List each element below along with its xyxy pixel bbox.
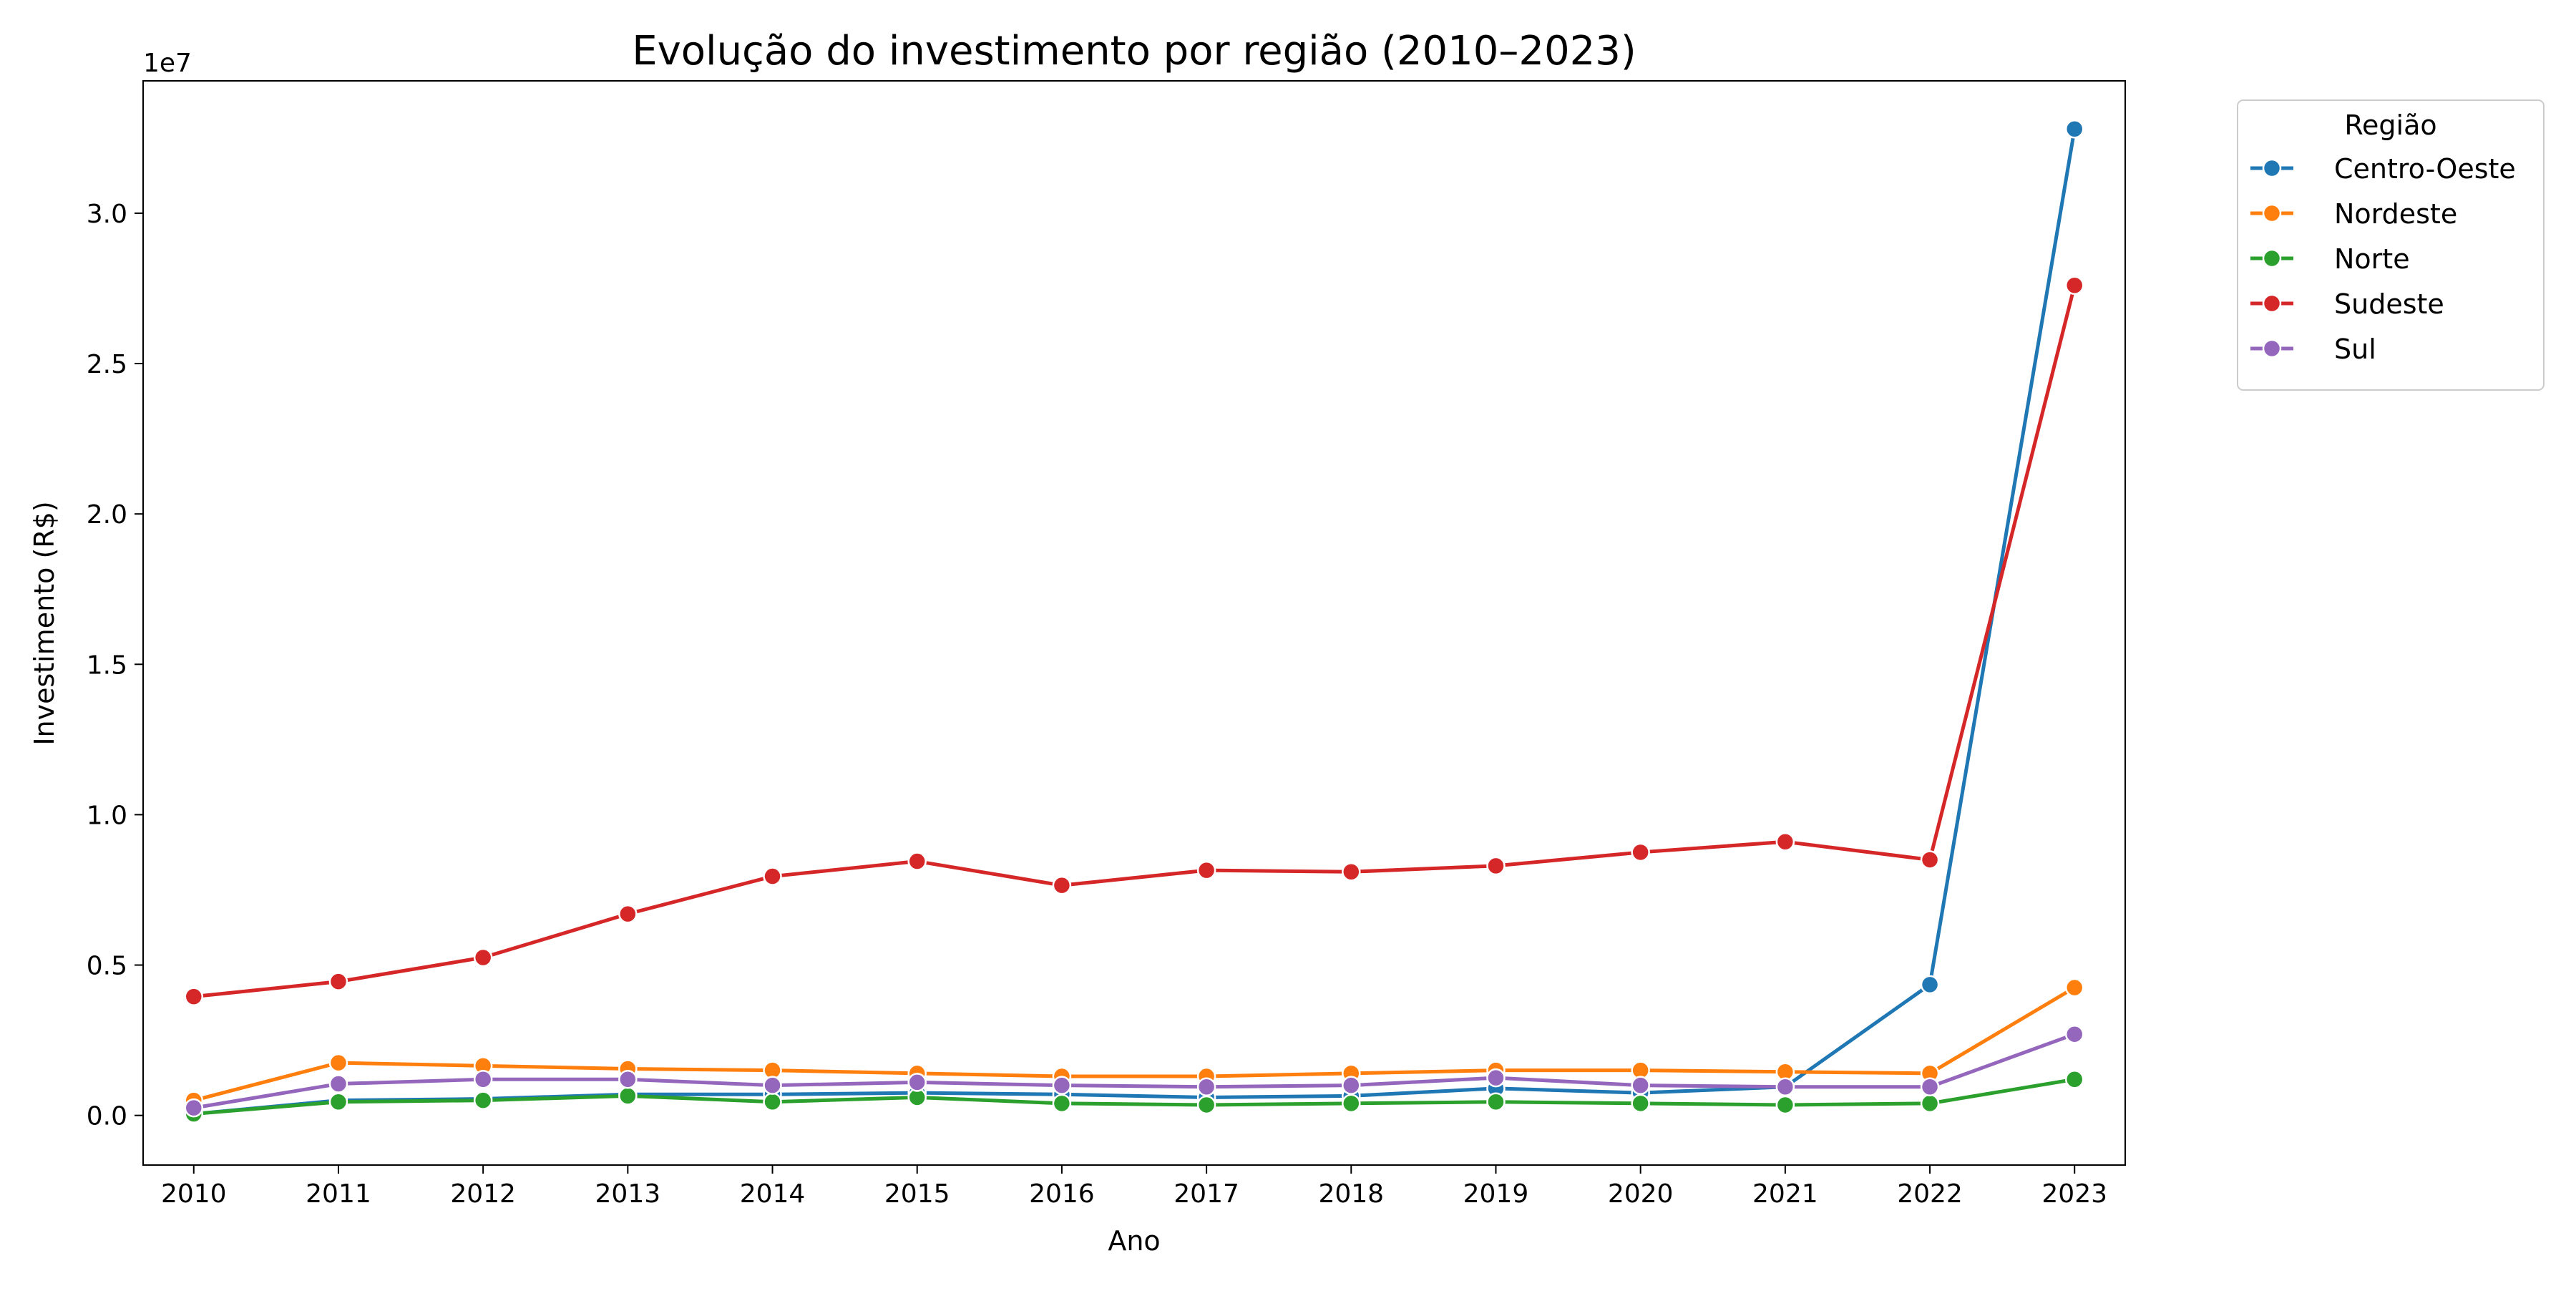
data-point-sudeste [473, 947, 493, 968]
x-tick-label: 2012 [450, 1179, 516, 1209]
plot-frame [142, 80, 2126, 1166]
data-point-sudeste [1920, 850, 1940, 869]
data-point-norte [1052, 1093, 1072, 1114]
series-line-norte [192, 1077, 2077, 1116]
data-point-sudeste [618, 904, 638, 924]
data-point-sudeste [1196, 860, 1216, 880]
x-tick-label: 2018 [1318, 1179, 1384, 1209]
y-offset-label: 1e7 [143, 49, 192, 78]
data-point-norte [2064, 1069, 2084, 1089]
data-point-nordeste [2064, 978, 2084, 998]
y-axis-label: Investimento (R$) [29, 501, 60, 745]
data-point-centro-oeste [2064, 119, 2084, 139]
data-point-sul [328, 1074, 348, 1093]
data-point-norte [1196, 1095, 1216, 1115]
legend-marker-nordeste [2262, 203, 2282, 223]
data-point-sudeste [1052, 875, 1072, 895]
legend-marker-centro-oeste [2262, 158, 2282, 178]
data-point-sudeste [1486, 856, 1506, 876]
data-point-norte [473, 1091, 493, 1110]
legend-label-sul: Sul [2334, 333, 2376, 365]
data-point-sudeste [907, 852, 927, 871]
data-point-sul [1920, 1077, 1940, 1096]
legend-label-centro-oeste: Centro-Oeste [2334, 153, 2516, 185]
series-line-nordeste [192, 985, 2077, 1103]
data-point-sul [2064, 1024, 2084, 1044]
data-point-norte [328, 1092, 348, 1111]
y-tick-label: 1.0 [87, 801, 127, 830]
x-tick-label: 2017 [1174, 1179, 1239, 1209]
legend-label-norte: Norte [2334, 243, 2410, 275]
data-point-sul [1775, 1077, 1795, 1096]
data-point-sul [1486, 1068, 1506, 1088]
legend-title: Região [2344, 109, 2436, 141]
data-point-sudeste [1631, 842, 1650, 862]
legend[interactable]: Região Centro-Oeste Nordeste Norte Sudeste Su… [2237, 99, 2545, 391]
data-point-sudeste [1342, 862, 1361, 882]
data-point-sudeste [763, 867, 782, 886]
legend-marker-sudeste [2262, 293, 2282, 313]
data-point-sul [1631, 1076, 1650, 1095]
legend-marker-sul [2262, 338, 2282, 359]
x-tick-label: 2019 [1463, 1179, 1529, 1209]
data-point-centro-oeste [1920, 975, 1940, 995]
x-tick-label: 2021 [1752, 1179, 1818, 1209]
series-line-centro-oeste [192, 127, 2077, 1116]
data-point-sul [618, 1069, 638, 1089]
data-point-norte [1775, 1095, 1795, 1115]
x-tick-label: 2022 [1897, 1179, 1963, 1209]
data-point-norte [1486, 1092, 1506, 1111]
data-point-sul [1052, 1076, 1072, 1095]
data-point-sudeste [328, 972, 348, 991]
x-axis-label: Ano [1108, 1225, 1160, 1257]
y-tick-label: 2.0 [87, 500, 127, 530]
y-tick-label: 0.0 [87, 1102, 127, 1131]
data-point-norte [618, 1086, 638, 1106]
legend-marker-norte [2262, 248, 2282, 268]
data-point-sul [1342, 1076, 1361, 1095]
data-point-sul [184, 1098, 204, 1118]
y-tick-label: 3.0 [87, 200, 127, 229]
x-tick-label: 2010 [161, 1179, 227, 1209]
x-tick-label: 2023 [2041, 1179, 2107, 1209]
data-point-norte [1342, 1093, 1361, 1114]
chart-title: Evolução do investimento por região (201… [632, 28, 1636, 74]
data-point-norte [1920, 1093, 1940, 1114]
x-tick-label: 2015 [884, 1179, 950, 1209]
x-tick-label: 2020 [1608, 1179, 1674, 1209]
legend-label-nordeste: Nordeste [2334, 198, 2457, 230]
data-point-norte [1631, 1093, 1650, 1114]
series-line-sudeste [192, 283, 2077, 999]
plot-area: 2010 2011 2012 2013 2014 2015 2016 2017 2018 2019… [87, 80, 2126, 1209]
y-tick-label: 1.5 [87, 651, 127, 680]
data-point-sul [473, 1069, 493, 1089]
data-point-sul [1196, 1077, 1216, 1096]
y-tick-label: 2.5 [87, 350, 127, 379]
legend-box [2237, 99, 2545, 391]
x-tick-label: 2013 [595, 1179, 661, 1209]
data-point-sul [907, 1073, 927, 1092]
x-tick-label: 2011 [306, 1179, 371, 1209]
data-point-sul [763, 1076, 782, 1095]
data-point-sudeste [1775, 832, 1795, 852]
data-point-sudeste [2064, 276, 2084, 296]
x-tick-label: 2014 [740, 1179, 806, 1209]
x-tick-label: 2016 [1029, 1179, 1095, 1209]
data-point-sudeste [184, 987, 204, 1006]
y-tick-label: 0.5 [87, 952, 127, 981]
series-line-sul [192, 1032, 2077, 1110]
legend-label-sudeste: Sudeste [2334, 288, 2444, 320]
data-point-nordeste [328, 1053, 348, 1073]
data-point-norte [763, 1092, 782, 1111]
